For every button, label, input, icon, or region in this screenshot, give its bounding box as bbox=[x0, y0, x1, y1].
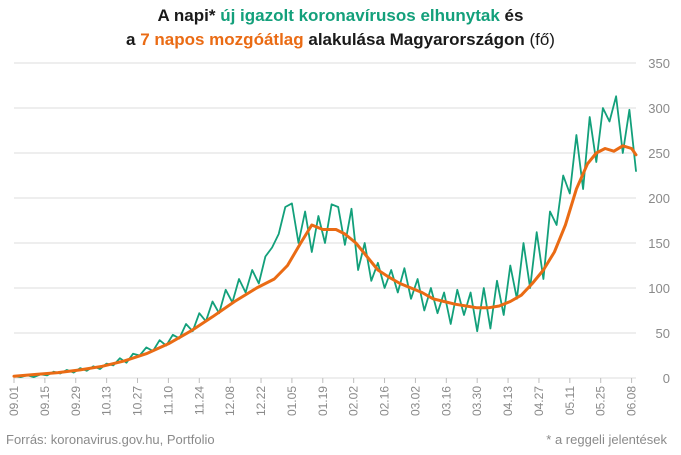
x-tick-label: 09.29 bbox=[69, 386, 83, 416]
y-tick-label: 300 bbox=[648, 101, 670, 116]
x-tick-label: 06.08 bbox=[625, 386, 639, 416]
x-tick-label: 02.02 bbox=[347, 386, 361, 416]
source-note: Forrás: koronavirus.gov.hu, Portfolio bbox=[6, 432, 215, 447]
x-tick-label: 12.08 bbox=[223, 386, 237, 416]
x-axis: 09.01 09.15 09.29 10.13 10.27 11.10 11.24 12.08… bbox=[7, 378, 639, 416]
series-layer bbox=[12, 95, 638, 378]
title-prefix: A napi* bbox=[157, 6, 221, 25]
x-tick-label: 11.10 bbox=[161, 386, 175, 415]
x-tick-label: 03.30 bbox=[470, 386, 484, 416]
y-tick-label: 200 bbox=[648, 191, 670, 206]
y-tick-label: 150 bbox=[648, 236, 670, 251]
y-tick-label: 250 bbox=[648, 146, 670, 161]
x-tick-label: 12.22 bbox=[254, 386, 268, 416]
series-moving-average-line bbox=[12, 144, 638, 378]
title-moving-average: 7 napos mozgóátlag bbox=[140, 30, 304, 49]
x-tick-label: 11.24 bbox=[192, 386, 206, 415]
y-tick-label: 100 bbox=[648, 281, 670, 296]
x-tick-label: 04.27 bbox=[532, 386, 546, 416]
title-unit: (fő) bbox=[529, 30, 555, 49]
title-suffix: és bbox=[499, 6, 524, 25]
x-tick-label: 10.27 bbox=[131, 386, 145, 416]
chart-title-line2: a 7 napos mozgóátlag alakulása Magyarors… bbox=[0, 30, 681, 50]
x-tick-label: 03.16 bbox=[439, 386, 453, 416]
x-tick-label: 01.05 bbox=[285, 386, 299, 416]
series-daily-deaths-line bbox=[13, 95, 637, 378]
x-tick-label: 01.19 bbox=[316, 386, 330, 416]
grid bbox=[14, 62, 636, 379]
chart-title-line1: A napi* új igazolt koronavírusos elhunyt… bbox=[0, 6, 681, 26]
y-axis: 0 50 100 150 200 250 300 350 bbox=[648, 56, 670, 386]
title2-prefix: a bbox=[126, 30, 141, 49]
footnote: * a reggeli jelentések bbox=[546, 432, 667, 447]
x-tick-label: 10.13 bbox=[100, 386, 114, 416]
title2-mid: alakulása Magyarországon bbox=[303, 30, 530, 49]
x-tick-label: 09.15 bbox=[38, 386, 52, 416]
y-tick-label: 0 bbox=[663, 371, 670, 386]
x-tick-label: 05.25 bbox=[594, 386, 608, 416]
y-tick-label: 50 bbox=[656, 326, 670, 341]
x-tick-label: 04.13 bbox=[501, 386, 515, 416]
x-tick-label: 02.16 bbox=[378, 386, 392, 416]
x-tick-label: 09.01 bbox=[7, 386, 21, 416]
x-tick-label: 05.11 bbox=[563, 386, 577, 415]
y-tick-label: 350 bbox=[648, 56, 670, 71]
x-tick-label: 03.02 bbox=[408, 386, 422, 416]
title-daily-deaths: új igazolt koronavírusos elhunytak bbox=[220, 6, 500, 25]
